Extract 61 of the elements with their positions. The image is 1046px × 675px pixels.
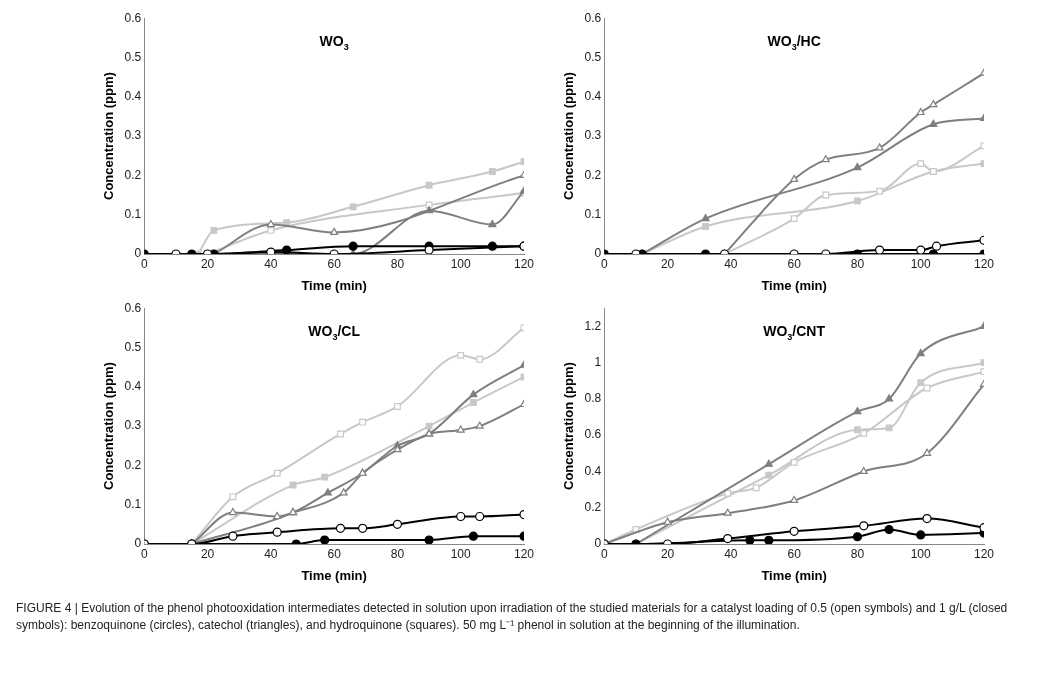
x-tick-label: 20 bbox=[660, 256, 675, 271]
x-axis-title: Time (min) bbox=[301, 277, 367, 293]
x-tick-label: 40 bbox=[724, 256, 738, 271]
x-tick-label: 120 bbox=[513, 546, 535, 561]
y-tick-label: 0.6 bbox=[124, 300, 142, 315]
x-tick-label: 100 bbox=[910, 546, 932, 561]
y-tick-label: 0.3 bbox=[124, 418, 142, 433]
y-tick-label: 0.2 bbox=[124, 167, 142, 182]
x-tick-label: 40 bbox=[264, 256, 278, 271]
x-tick-label: 120 bbox=[973, 256, 995, 271]
x-tick-label: 120 bbox=[973, 546, 995, 561]
x-tick-label: 80 bbox=[390, 546, 405, 561]
y-axis-title: Concentration (ppm) bbox=[561, 362, 577, 491]
x-tick-label: 80 bbox=[850, 256, 865, 271]
x-tick-label: 120 bbox=[513, 256, 535, 271]
y-tick-label: 0.4 bbox=[584, 89, 602, 104]
x-tick-label: 60 bbox=[787, 256, 802, 271]
y-tick-label: 0.3 bbox=[124, 128, 142, 143]
y-tick-label: 0 bbox=[134, 246, 142, 261]
y-tick-label: 0 bbox=[594, 246, 602, 261]
x-axis-title: Time (min) bbox=[301, 567, 367, 583]
x-tick-label: 60 bbox=[327, 546, 342, 561]
x-axis-title: Time (min) bbox=[761, 567, 827, 583]
y-tick-label: 0 bbox=[134, 536, 142, 551]
y-tick-label: 0.4 bbox=[584, 463, 602, 478]
y-tick-label: 0.5 bbox=[124, 339, 142, 354]
y-tick-label: 0.6 bbox=[584, 10, 602, 25]
y-axis-title: Concentration (ppm) bbox=[561, 72, 577, 201]
y-tick-label: 1 bbox=[594, 354, 602, 369]
y-axis-title: Concentration (ppm) bbox=[101, 362, 117, 491]
x-tick-label: 60 bbox=[327, 256, 342, 271]
x-tick-label: 100 bbox=[910, 256, 932, 271]
x-tick-label: 20 bbox=[200, 546, 215, 561]
x-tick-label: 60 bbox=[787, 546, 802, 561]
y-tick-label: 0.2 bbox=[584, 500, 602, 515]
x-tick-label: 20 bbox=[660, 546, 675, 561]
y-tick-label: 0.2 bbox=[584, 167, 602, 182]
y-tick-label: 0.8 bbox=[584, 391, 602, 406]
y-tick-label: 0.2 bbox=[124, 457, 142, 472]
y-tick-label: 0.4 bbox=[124, 379, 142, 394]
y-tick-label: 0.1 bbox=[584, 207, 602, 222]
y-tick-label: 1.2 bbox=[584, 318, 602, 333]
x-tick-label: 80 bbox=[390, 256, 405, 271]
y-tick-label: 0.5 bbox=[124, 49, 142, 64]
y-tick-label: 0.1 bbox=[124, 497, 142, 512]
y-tick-label: 0.3 bbox=[584, 128, 602, 143]
x-tick-label: 40 bbox=[264, 546, 278, 561]
y-tick-label: 0.6 bbox=[584, 427, 602, 442]
y-tick-label: 0.4 bbox=[124, 89, 142, 104]
y-tick-label: 0.5 bbox=[584, 49, 602, 64]
x-tick-label: 100 bbox=[450, 546, 472, 561]
x-tick-label: 40 bbox=[724, 546, 738, 561]
x-tick-label: 20 bbox=[200, 256, 215, 271]
x-axis-title: Time (min) bbox=[761, 277, 827, 293]
y-axis-title: Concentration (ppm) bbox=[101, 72, 117, 201]
x-tick-label: 100 bbox=[450, 256, 472, 271]
y-tick-label: 0.6 bbox=[124, 10, 142, 25]
x-tick-label: 80 bbox=[850, 546, 865, 561]
caption: FIGURE 4 | Evolution of the phenol photooxidation intermediates detected in solution upon irradiation of the studied materials for a catalyst loading of 0.5 (open symbols) and 1 g/L (closed symbols): benzoquinone (circles), catechol (triangles), and hydroquinone (squares). 50 mg L⁻¹ phenol in solution at the beginning of the illumination. bbox=[16, 600, 1009, 634]
y-tick-label: 0.1 bbox=[124, 207, 142, 222]
y-tick-label: 0 bbox=[594, 536, 602, 551]
